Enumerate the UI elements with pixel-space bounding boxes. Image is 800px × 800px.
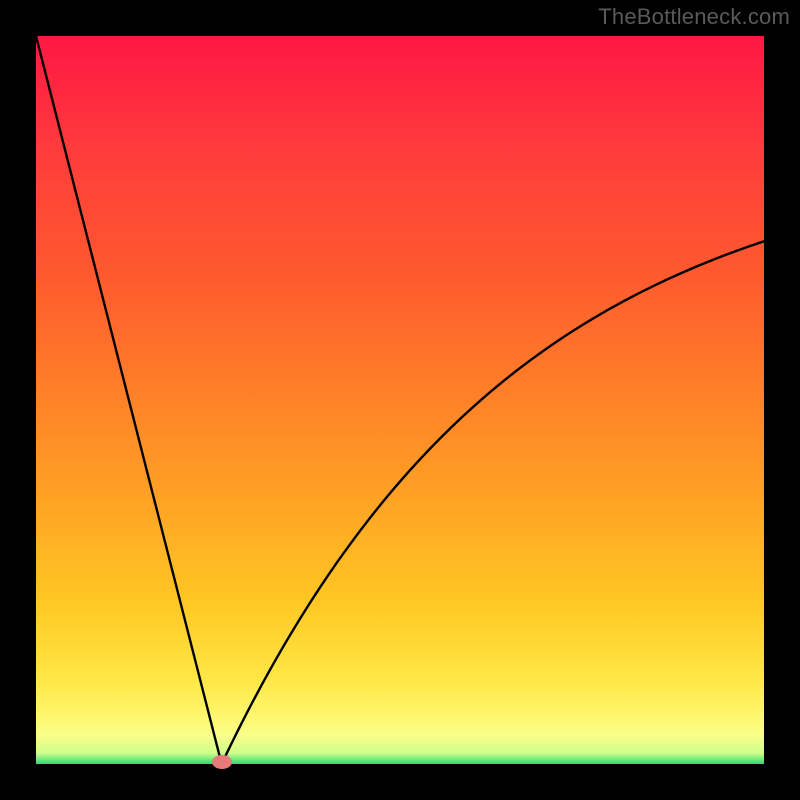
cusp-marker-dot: [212, 755, 232, 769]
bottleneck-curve: [36, 36, 764, 762]
curve-canvas: [36, 36, 764, 764]
watermark-text: TheBottleneck.com: [598, 4, 790, 30]
plot-gradient-panel: [36, 36, 764, 764]
